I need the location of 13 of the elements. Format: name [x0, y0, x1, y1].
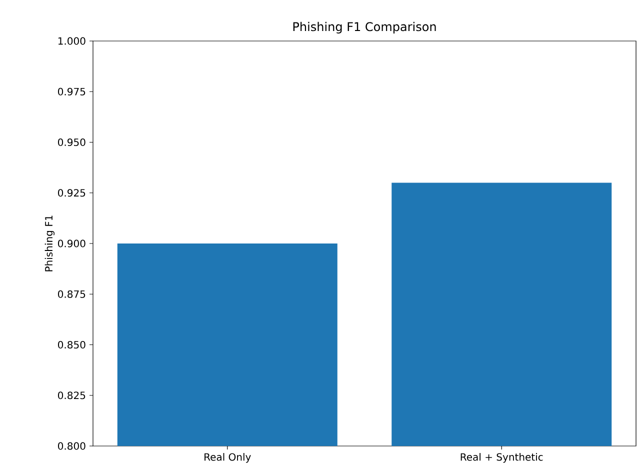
y-tick-label: 0.975	[58, 88, 86, 96]
y-tick-label: 0.850	[58, 340, 86, 349]
y-tick-label: 0.925	[58, 189, 86, 197]
chart-title: Phishing F1 Comparison	[293, 22, 436, 34]
x-tick-label: Real Only	[204, 453, 251, 463]
y-tick-label: 0.950	[58, 138, 86, 146]
y-tick-label: 0.800	[58, 442, 86, 450]
x-tick-label: Real + Synthetic	[460, 453, 543, 463]
y-tick-label: 0.900	[58, 240, 86, 248]
y-tick-label: 0.875	[58, 290, 86, 298]
y-tick-label: 0.825	[58, 392, 86, 400]
y-axis-title: Phishing F1	[44, 216, 55, 272]
y-tick-label: 1.000	[58, 37, 86, 45]
